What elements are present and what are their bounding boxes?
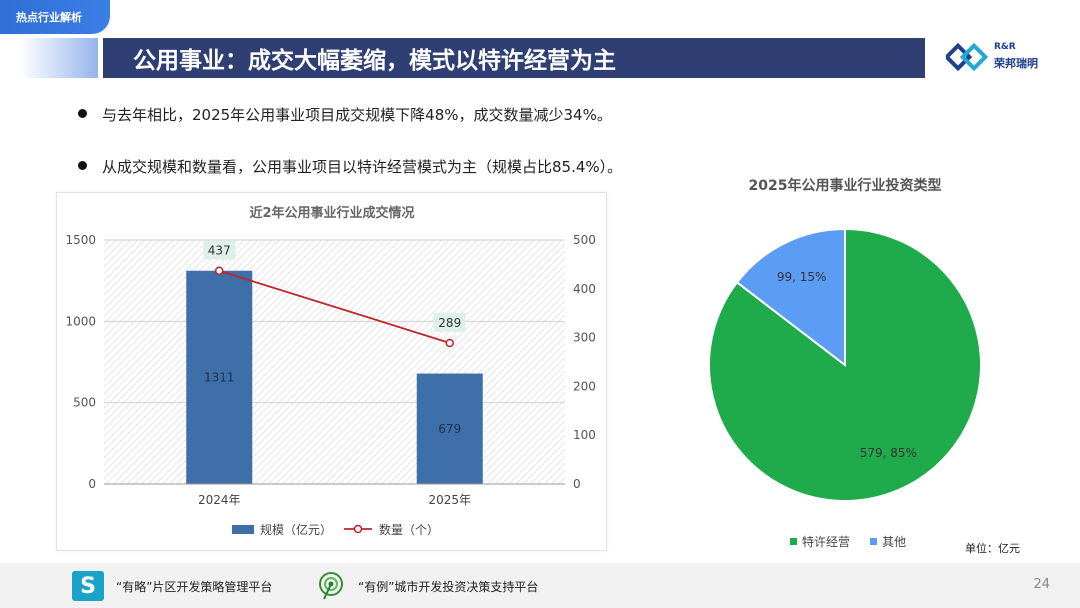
logo-text-cn: 荣邦瑞明 <box>994 57 1038 70</box>
legend-label: 其他 <box>882 535 906 549</box>
unit-label: 单位：亿元 <box>965 542 1020 555</box>
y-left-tick-label: 500 <box>73 396 96 410</box>
bar <box>416 373 483 484</box>
page-title-bar: 公用事业：成交大幅萎缩，模式以特许经营为主 <box>103 38 925 78</box>
y-right-tick-label: 100 <box>573 428 596 442</box>
legend-swatch-bar <box>232 525 254 534</box>
logo-text-latin: R&R <box>994 42 1016 52</box>
target-icon <box>319 572 343 600</box>
footer-item-label: “有例”城市开发投资决策支持平台 <box>358 579 539 594</box>
chart-title: 近2年公用事业行业成交情况 <box>249 205 414 221</box>
bullet-dot <box>78 161 87 170</box>
pie-chart: 579, 85% 99, 15% 特许经营 其他 <box>708 227 982 549</box>
line-series <box>218 269 451 344</box>
y-left-tick-label: 0 <box>88 477 96 491</box>
footer-item-youlue[interactable]: S “有略”片区开发策略管理平台 <box>72 571 272 601</box>
y-right-tick-label: 200 <box>573 379 596 393</box>
legend-swatch-point <box>353 524 363 534</box>
line-point <box>215 266 224 275</box>
y-right-tick-label: 400 <box>573 282 596 296</box>
pie-chart-title: 2025年公用事业行业投资类型 <box>748 178 942 194</box>
company-logo: R&R 荣邦瑞明 <box>943 40 1076 80</box>
s-logo-icon: S <box>72 571 104 601</box>
bullet-item: 与去年相比，2025年公用事业项目成交规模下降48%，成交数量减少34%。 <box>78 104 978 125</box>
y-right-tick-label: 0 <box>573 477 581 491</box>
y-left-tick-label: 1500 <box>65 233 96 247</box>
combo-chart-card: 近2年公用事业行业成交情况 0 500 1000 1500 0 100 200 300 400 50… <box>56 192 607 551</box>
bar-value-label: 1311 <box>204 370 235 384</box>
bullet-item: 从成交规模和数量看，公用事业项目以特许经营模式为主（规模占比85.4%）。 <box>78 156 978 177</box>
section-tag: 热点行业解析 <box>0 0 110 34</box>
footer: S “有略”片区开发策略管理平台 “有例”城市开发投资决策支持平台 24 <box>0 563 1080 608</box>
data-label-bg <box>203 240 236 260</box>
legend-label: 数量（个） <box>379 522 439 537</box>
footer-item-youli[interactable]: “有例”城市开发投资决策支持平台 <box>316 571 538 601</box>
x-tick-label: 2024年 <box>198 493 241 507</box>
bullet-text: 从成交规模和数量看，公用事业项目以特许经营模式为主（规模占比85.4%）。 <box>102 158 623 176</box>
line-value-label: 289 <box>438 316 461 330</box>
pie-slice-label: 99, 15% <box>777 270 827 284</box>
pie-slice-label: 579, 85% <box>860 446 917 460</box>
line-value-label: 437 <box>208 244 231 258</box>
legend-label: 规模（亿元） <box>260 522 332 537</box>
legend-swatch <box>870 538 877 545</box>
plot-area <box>104 240 565 484</box>
x-tick-label: 2025年 <box>428 493 471 507</box>
title-accent <box>20 38 98 78</box>
legend-swatch <box>790 538 797 545</box>
bar-value-label: 679 <box>438 422 461 436</box>
bullet-text: 与去年相比，2025年公用事业项目成交规模下降48%，成交数量减少34%。 <box>102 106 612 124</box>
bar <box>186 270 253 484</box>
logo-mark-icon <box>943 42 989 72</box>
y-left-tick-label: 1000 <box>65 314 96 328</box>
y-right-tick-label: 300 <box>573 331 596 345</box>
data-label-bg <box>433 312 466 332</box>
bullet-list: 与去年相比，2025年公用事业项目成交规模下降48%，成交数量减少34%。 从成… <box>78 104 978 208</box>
line-point <box>445 338 454 348</box>
combo-chart: 近2年公用事业行业成交情况 0 500 1000 1500 0 100 200 300 400 50… <box>65 205 596 537</box>
y-right-tick-label: 500 <box>573 233 596 247</box>
footer-item-label: “有略”片区开发策略管理平台 <box>116 579 273 594</box>
page-title: 公用事业：成交大幅萎缩，模式以特许经营为主 <box>133 48 616 74</box>
pie-slice <box>735 227 846 368</box>
bullet-dot <box>78 109 87 118</box>
page-number: 24 <box>1033 577 1050 592</box>
legend-label: 特许经营 <box>802 534 850 549</box>
